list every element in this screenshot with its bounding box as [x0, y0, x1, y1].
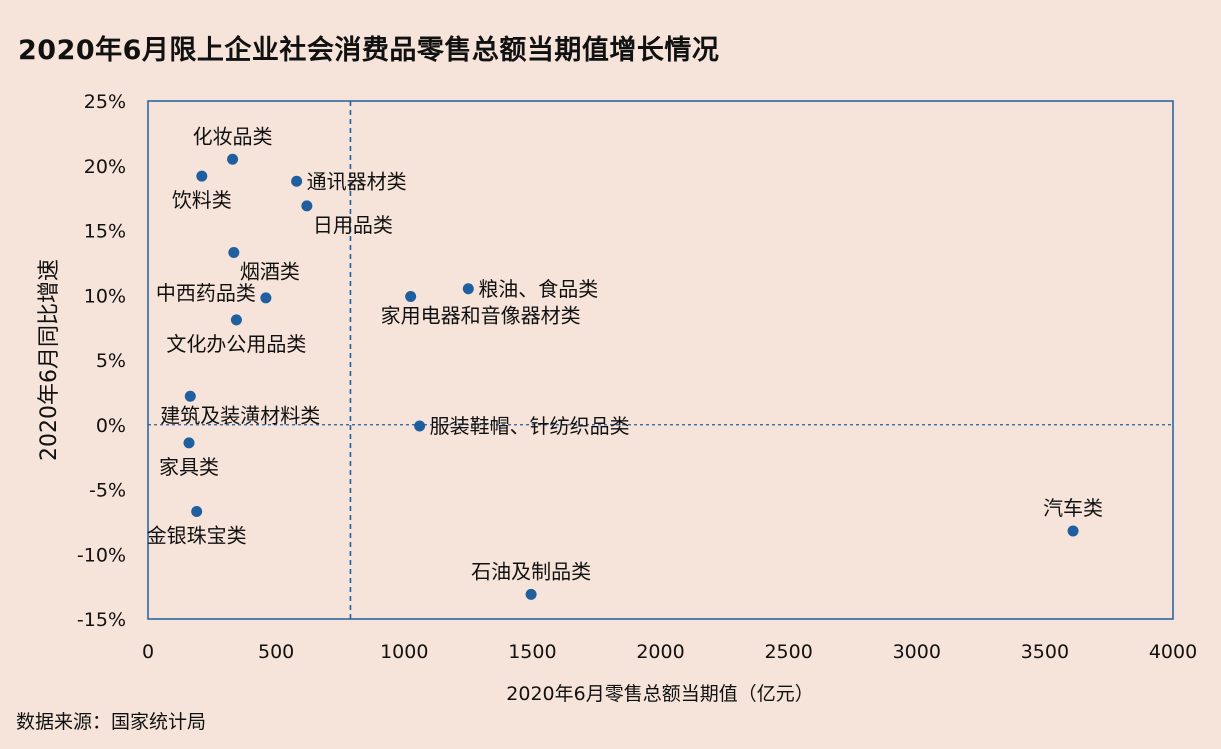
x-tick-label: 2000: [636, 641, 684, 663]
x-tick-label: 4000: [1149, 641, 1197, 663]
data-point: [462, 283, 474, 295]
data-point-label: 粮油、食品类: [478, 277, 598, 301]
data-point: [414, 420, 426, 432]
data-point-label: 金银珠宝类: [147, 524, 247, 548]
data-point-label: 石油及制品类: [471, 559, 591, 583]
data-source-note: 数据来源：国家统计局: [16, 711, 207, 733]
x-tick-label: 0: [142, 641, 154, 663]
y-tick-label: 25%: [84, 91, 126, 113]
data-point-label: 汽车类: [1043, 496, 1103, 520]
data-point-label: 建筑及装潢材料类: [160, 403, 320, 427]
data-point: [230, 314, 242, 326]
x-axis-title: 2020年6月零售总额当期值（亿元）: [506, 683, 813, 705]
data-point: [301, 200, 313, 212]
chart-title: 2020年6月限上企业社会消费品零售总额当期值增长情况: [18, 35, 720, 66]
data-points: [183, 153, 1079, 600]
data-point-label: 家用电器和音像器材类: [381, 304, 581, 328]
y-tick-label: -5%: [89, 480, 126, 502]
data-point-label: 化妆品类: [193, 124, 273, 148]
x-tick-label: 2500: [764, 641, 812, 663]
data-point-label: 服装鞋帽、针纺织品类: [430, 414, 630, 438]
data-point: [291, 175, 303, 187]
y-axis-tick-labels: 25% 20% 15% 10% 5% 0% -5% -10% -15%: [77, 91, 126, 631]
x-axis-tick-labels: 0 500 1000 1500 2000 2500 3000 3500 4000: [142, 641, 1197, 663]
data-point-label: 通讯器材类: [307, 169, 407, 193]
data-point: [1067, 525, 1079, 537]
data-point-label: 日用品类: [313, 213, 393, 237]
y-tick-label: 10%: [84, 285, 126, 307]
data-point: [525, 588, 537, 600]
data-point-label: 家具类: [159, 455, 219, 479]
data-point: [227, 153, 239, 165]
data-point-label: 烟酒类: [240, 260, 300, 284]
data-point: [260, 292, 272, 304]
y-tick-label: 15%: [84, 221, 126, 243]
y-tick-label: -15%: [77, 609, 126, 631]
y-axis-title: 2020年6月同比增速: [37, 259, 62, 461]
x-tick-label: 1000: [380, 641, 428, 663]
data-point-label: 文化办公用品类: [166, 332, 306, 356]
x-tick-label: 3500: [1021, 641, 1069, 663]
x-tick-label: 500: [258, 641, 294, 663]
plot-area-frame: [147, 100, 1174, 620]
reference-lines: [148, 101, 1173, 619]
y-tick-label: -10%: [77, 544, 126, 566]
data-point: [191, 506, 203, 518]
y-tick-label: 0%: [96, 415, 126, 437]
data-point: [228, 247, 240, 259]
data-point-label: 饮料类: [172, 188, 232, 212]
y-tick-label: 5%: [96, 350, 126, 372]
data-point: [405, 291, 417, 303]
y-tick-label: 20%: [84, 156, 126, 178]
data-point-label: 中西药品类: [156, 281, 256, 305]
data-point: [183, 437, 195, 449]
data-point: [196, 170, 208, 182]
x-tick-label: 3000: [893, 641, 941, 663]
x-tick-label: 1500: [508, 641, 556, 663]
data-point: [184, 390, 196, 402]
